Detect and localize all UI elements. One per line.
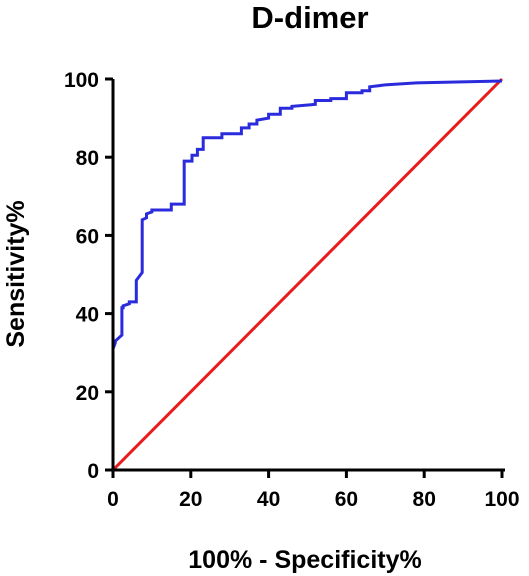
x-tick-label: 40 bbox=[257, 488, 280, 511]
reference-diagonal-line bbox=[111, 77, 504, 472]
chart-title: D-dimer bbox=[251, 0, 368, 35]
x-tick-label: 100 bbox=[484, 488, 519, 511]
y-tick-label: 60 bbox=[76, 225, 99, 248]
x-tick-label: 80 bbox=[413, 488, 436, 511]
y-tick-label: 80 bbox=[76, 147, 99, 170]
x-ticks: 0 20 40 60 80 100 bbox=[107, 470, 520, 511]
roc-curve-line bbox=[111, 79, 503, 470]
plot-area: 0 20 40 60 80 100 0 20 40 60 80 100 bbox=[64, 69, 520, 511]
x-tick-label: 0 bbox=[107, 488, 119, 511]
y-tick-label: 20 bbox=[76, 382, 99, 405]
x-axis-label: 100% - Specificity% bbox=[188, 546, 421, 574]
x-tick-label: 20 bbox=[179, 488, 202, 511]
y-tick-label: 100 bbox=[64, 69, 99, 92]
y-tick-label: 0 bbox=[87, 460, 99, 483]
y-ticks: 0 20 40 60 80 100 bbox=[64, 69, 113, 483]
y-axis-label: Sensitivity% bbox=[2, 200, 30, 347]
series-layer bbox=[111, 77, 504, 472]
y-tick-label: 40 bbox=[76, 304, 99, 327]
x-tick-label: 60 bbox=[335, 488, 358, 511]
